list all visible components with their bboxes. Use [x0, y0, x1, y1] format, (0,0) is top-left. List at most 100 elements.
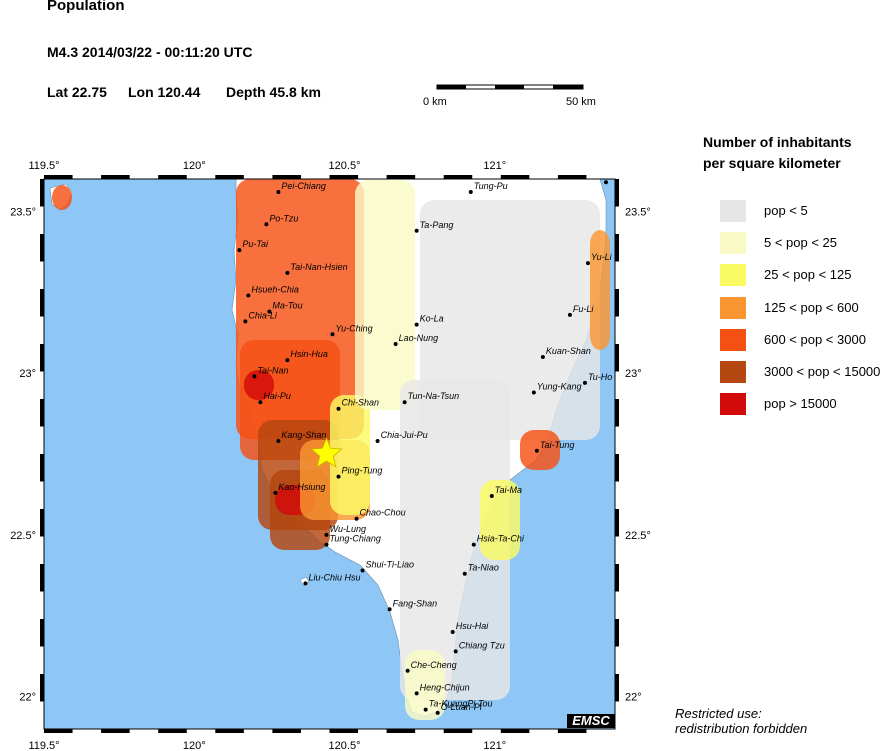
legend-swatch [720, 393, 746, 415]
legend-label: 600 < pop < 3000 [764, 332, 866, 347]
city-marker [462, 571, 467, 576]
page-title: Population [47, 0, 125, 14]
city-label: Fang-Shan [393, 598, 438, 608]
city-marker [489, 494, 494, 499]
y-tick-label: 23° [625, 368, 642, 380]
map-frame-ticks [40, 175, 619, 733]
density-patch [590, 230, 610, 350]
city-marker [387, 607, 392, 612]
legend-swatch [720, 361, 746, 383]
city-marker [531, 390, 536, 395]
city-label: Ma-Tou [272, 301, 302, 311]
city-marker [237, 248, 242, 253]
city-label: Chao-Chou [360, 508, 406, 518]
legend-swatch [720, 264, 746, 286]
city-marker [450, 629, 455, 634]
city-marker [567, 312, 572, 317]
city-label: Kuan-Shan [546, 346, 591, 356]
scale-start-label: 0 km [423, 96, 447, 108]
city-marker [414, 228, 419, 233]
x-tick-label: 119.5° [28, 160, 59, 172]
city-marker [453, 649, 458, 654]
restricted-use-note: Restricted use: redistribution forbidden [675, 706, 807, 736]
y-tick-label: 23.5° [10, 206, 36, 218]
city-marker [540, 354, 545, 359]
city-marker [402, 400, 407, 405]
city-label: Hsueh-Chia [251, 284, 299, 294]
legend-label: 125 < pop < 600 [764, 300, 859, 315]
density-patch [52, 185, 72, 210]
city-marker [336, 406, 341, 411]
city-label: Hsia-Ta-Chi [477, 534, 525, 544]
city-label: Ping-Tung [342, 466, 383, 476]
city-marker [324, 532, 329, 537]
density-patch [400, 380, 510, 700]
city-marker [285, 358, 290, 363]
city-marker [273, 490, 278, 495]
density-patch [355, 180, 415, 410]
city-marker [285, 270, 290, 275]
y-tick-label: 23° [19, 368, 36, 380]
city-label: Shui-Ti-Liao [366, 559, 414, 569]
city-marker [585, 261, 590, 266]
map-frame-content: Pei-Chiang Tung-Pu Po-Tzu Ta-Pang Pu-Tai Yu-L… [44, 171, 617, 729]
city-marker [423, 707, 428, 712]
city-label: Kao-Hsiung [278, 482, 325, 492]
city-label: Lao-Nung [399, 333, 439, 343]
city-marker [324, 542, 329, 547]
density-patch [405, 650, 445, 720]
city-label: Pei-Chiang [281, 181, 326, 191]
event-longitude: Lon 120.44 [128, 84, 201, 100]
legend-label: pop > 15000 [764, 396, 837, 411]
city-label: Heng-Chijun [420, 682, 470, 692]
city-marker [276, 439, 281, 444]
city-marker [393, 342, 398, 346]
city-marker [246, 293, 251, 298]
city-label: Che-Cheng [411, 660, 457, 670]
density-patch [480, 480, 520, 560]
legend-label: 25 < pop < 125 [764, 267, 852, 282]
city-label: Fl [609, 171, 617, 181]
city-label: Ta-Niao [468, 563, 499, 573]
city-label: Tai-Tung [540, 440, 575, 450]
restricted-line-1: Restricted use: [675, 706, 762, 721]
city-label: Pu-Tai [242, 239, 269, 249]
density-patch [244, 370, 274, 400]
city-marker [267, 309, 272, 314]
city-marker [276, 189, 281, 194]
city-label: O-Luan-Pi [441, 702, 483, 712]
city-marker [405, 668, 410, 673]
city-marker [471, 542, 476, 547]
city-marker [435, 710, 440, 715]
city-marker [243, 319, 248, 324]
city-label: Tung-Pu [474, 181, 508, 191]
legend-swatch [720, 297, 746, 319]
scale-bar [436, 84, 584, 90]
city-marker [414, 691, 419, 696]
city-marker [252, 374, 257, 379]
city-label: Fu-Li [573, 304, 595, 314]
city-label: Po-Tzu [269, 213, 298, 223]
city-label: Tu-Ho [588, 372, 612, 382]
x-tick-label: 121° [483, 160, 506, 172]
city-marker [375, 439, 380, 444]
city-marker [264, 222, 269, 227]
city-marker [354, 516, 359, 521]
city-label: Kang-Shan [281, 430, 326, 440]
event-latitude: Lat 22.75 [47, 84, 107, 100]
event-summary: M4.3 2014/03/22 - 00:11:20 UTC [47, 44, 253, 60]
x-tick-label: 120° [183, 740, 206, 751]
y-tick-label: 23.5° [625, 206, 651, 218]
axis-labels: 119.5° 119.5° 120° 120° 120.5° 120.5° 121° 121°… [10, 160, 651, 751]
emsc-logo: EMSC [567, 714, 615, 728]
city-label: Yu-Li [591, 252, 613, 262]
scale-end-label: 50 km [566, 96, 596, 108]
x-tick-label: 119.5° [28, 740, 59, 751]
city-marker [303, 581, 308, 586]
city-label: Tung-Chiang [329, 534, 380, 544]
legend-label: 3000 < pop < 15000 [764, 364, 881, 379]
city-label: Yung-Kang [537, 382, 582, 392]
legend-swatch [720, 200, 746, 222]
city-marker [582, 380, 587, 385]
